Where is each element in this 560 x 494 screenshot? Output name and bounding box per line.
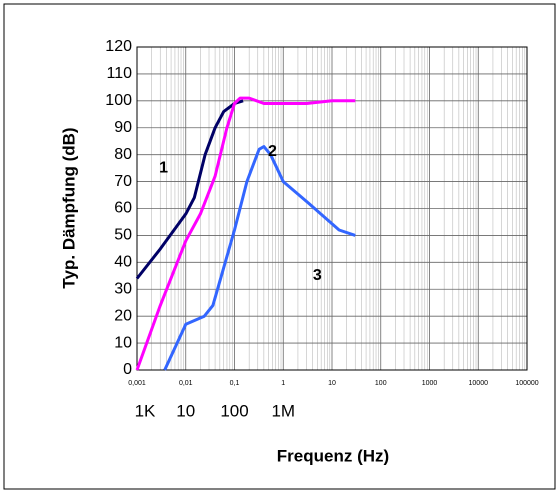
annotation: 2 (268, 143, 277, 160)
line-series (135, 96, 356, 371)
x-tick-label: 0,01 (179, 380, 193, 387)
y-tick-label: 50 (114, 227, 132, 244)
annotation: 3 (313, 267, 322, 284)
y-tick-label: 110 (106, 65, 132, 82)
x-tick-label: 0,001 (128, 380, 146, 387)
x-secondary-label: 10 (176, 401, 195, 420)
annotation: 1 (159, 159, 168, 176)
x-tick-label: 10000 (469, 380, 489, 387)
line-series (135, 99, 244, 280)
y-tick-label: 80 (114, 146, 132, 163)
x-secondary-label: 1M (271, 401, 295, 420)
y-tick-label: 60 (114, 200, 132, 217)
y-tick-label: 10 (114, 334, 132, 351)
line-series (163, 145, 356, 371)
y-axis-label: Typ. Dämpfung (dB) (59, 127, 78, 288)
y-tick-label: 0 (123, 361, 132, 378)
y-tick-label: 120 (105, 38, 132, 55)
x-tick-label: 1 (281, 380, 285, 387)
x-tick-label: 10 (328, 380, 336, 387)
x-secondary-label: 1K (135, 401, 156, 420)
y-tick-label: 90 (114, 119, 132, 136)
plot-border (136, 46, 528, 371)
x-tick-label: 100000 (515, 380, 538, 387)
y-tick-label: 70 (114, 173, 132, 190)
x-secondary-label: 100 (220, 401, 248, 420)
x-tick-label: 1000 (422, 380, 438, 387)
y-tick-label: 40 (114, 254, 132, 271)
y-tick-label: 20 (114, 307, 132, 324)
x-axis-label: Frequenz (Hz) (277, 446, 389, 465)
frame (3, 3, 556, 490)
y-tick-label: 100 (105, 92, 132, 109)
x-tick-label: 0,1 (230, 380, 240, 387)
x-tick-label: 100 (375, 380, 387, 387)
y-tick-label: 30 (114, 280, 132, 297)
